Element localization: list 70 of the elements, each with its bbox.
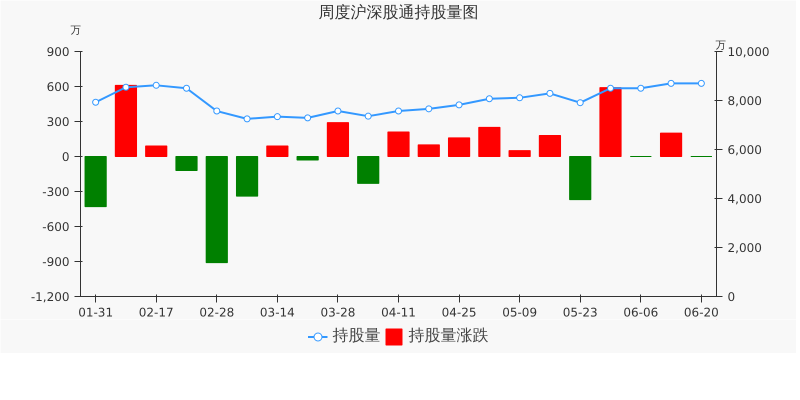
y2-tick-label: 0: [728, 290, 736, 304]
point: [274, 113, 281, 120]
point: [152, 82, 160, 89]
point: [122, 84, 130, 91]
y-tick-label: 300: [46, 115, 70, 129]
y-tick-label: -600: [42, 220, 70, 234]
x-tick-label: 04-11: [381, 306, 416, 320]
chart-title: 周度沪深股通持股量图: [318, 2, 478, 22]
y-tick-label: -300: [42, 185, 70, 199]
point: [395, 108, 402, 115]
bar: [326, 122, 350, 157]
x-tick-label: 04-25: [442, 306, 477, 320]
y2-tick-label: 6,000: [728, 143, 762, 157]
bar: [599, 87, 622, 157]
bar: [569, 156, 592, 200]
y2-tick-label: 8,000: [728, 94, 762, 108]
bar: [84, 156, 107, 208]
x-tick-label: 05-23: [562, 306, 598, 320]
bar: [418, 144, 440, 157]
y-tick-label: 0: [62, 150, 70, 164]
point: [637, 84, 644, 92]
x-tick-label: 06-20: [684, 306, 719, 320]
point: [456, 101, 463, 108]
point: [244, 115, 251, 122]
point: [92, 98, 100, 106]
point: [183, 84, 190, 92]
bar: [145, 146, 168, 157]
y2-tick-label: 4,000: [728, 192, 762, 206]
x-tick-label: 06-06: [623, 306, 658, 320]
point: [213, 108, 220, 115]
y-tick-label: -900: [42, 255, 70, 269]
x-tick-label: 03-28: [320, 306, 356, 320]
point: [576, 99, 584, 106]
y2-tick-label: 10,000: [728, 45, 770, 59]
x-tick-label: 03-14: [260, 306, 295, 320]
x-tick-label: 05-09: [502, 306, 538, 320]
bar: [478, 126, 500, 157]
y-tick-label: -1,200: [30, 290, 70, 304]
y2-tick-label: 2,000: [728, 241, 762, 255]
bar: [538, 135, 562, 157]
bar: [357, 156, 380, 184]
point: [546, 90, 554, 97]
bar: [206, 156, 228, 264]
point: [304, 114, 312, 122]
x-tick-label: 02-28: [199, 306, 234, 320]
point: [364, 112, 372, 120]
y2-axis-title: 万: [716, 38, 726, 52]
bar: [448, 137, 470, 157]
point: [516, 94, 524, 102]
bar: [175, 156, 198, 171]
legend-label: 持股量: [332, 326, 380, 346]
point: [668, 80, 675, 87]
x-tick-label: 02-17: [138, 306, 174, 320]
y-tick-label: 600: [46, 80, 70, 94]
point: [425, 105, 432, 112]
bar: [387, 132, 410, 157]
point: [334, 108, 342, 115]
bar: [508, 150, 531, 157]
bar: [660, 132, 682, 157]
legend-label: 持股量涨跌: [408, 326, 488, 346]
point: [698, 80, 705, 87]
bar: [114, 84, 138, 157]
bar: [296, 156, 319, 160]
y-tick-label: 900: [46, 45, 70, 59]
point: [486, 95, 493, 102]
y-axis-title: 万: [70, 24, 82, 36]
bar: [236, 156, 258, 197]
point: [607, 84, 614, 92]
bar: [266, 146, 288, 157]
x-tick-label: 01-31: [78, 306, 114, 320]
